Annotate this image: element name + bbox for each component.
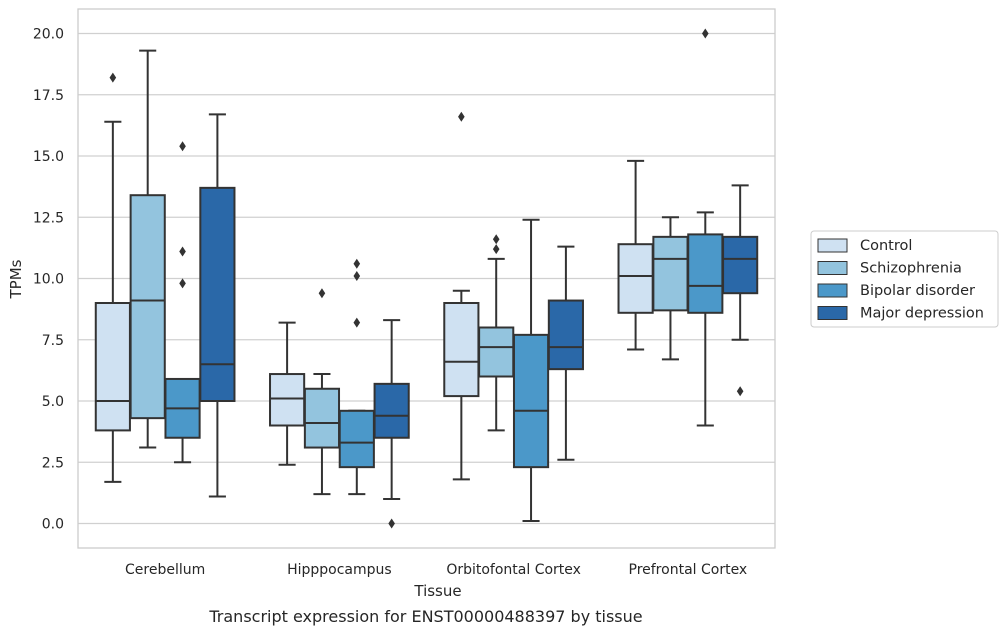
x-tick-label: Cerebellum (125, 562, 205, 578)
outlier-point (458, 111, 465, 122)
box-mark (199, 113, 236, 498)
y-tick-label: 12.5 (33, 210, 64, 226)
series-schizophrenia (129, 49, 689, 496)
box-iqr (512, 333, 550, 469)
box-mark (617, 159, 654, 351)
box-iqr (129, 194, 166, 420)
legend-label: Major depression (860, 306, 984, 322)
outlier-point (492, 244, 500, 255)
legend-item: Bipolar disorder (817, 283, 975, 299)
outlier-point (353, 258, 361, 269)
box-iqr (722, 235, 759, 295)
legend-label: Schizophrenia (860, 261, 962, 277)
outlier-point (353, 271, 361, 282)
outlier-point (702, 28, 709, 39)
legend-swatch (817, 238, 848, 253)
series-control (94, 72, 654, 483)
y-tick-label: 5.0 (42, 394, 64, 410)
y-axis-label: TPMs (7, 259, 25, 299)
outlier-point (179, 278, 186, 289)
x-tick-label: Hipppocampus (287, 562, 392, 578)
box-iqr (547, 299, 584, 371)
box-iqr (269, 373, 306, 427)
box-iqr (652, 235, 689, 312)
legend-label: Bipolar disorder (860, 283, 975, 299)
outlier-point (353, 317, 361, 328)
x-tick-label: Prefrontal Cortex (629, 562, 748, 578)
box-mark (443, 111, 480, 481)
legend-swatch (817, 283, 848, 298)
y-tick-label: 20.0 (33, 27, 64, 43)
box-iqr (617, 243, 654, 314)
outlier-point (388, 518, 395, 529)
box-mark (129, 49, 166, 449)
y-tick-label: 10.0 (33, 272, 64, 288)
box-mark (94, 72, 131, 483)
legend-label: Control (860, 238, 912, 254)
box-mark (373, 319, 410, 529)
outlier-point (318, 288, 326, 299)
outlier-point (109, 72, 117, 83)
box-iqr (478, 326, 515, 378)
outlier-point (492, 234, 500, 245)
legend-item: Schizophrenia (817, 261, 962, 277)
box-series (94, 28, 759, 529)
box-iqr (199, 186, 236, 402)
legend-frame (810, 230, 999, 328)
box-mark (652, 216, 689, 361)
y-tick-label: 0.0 (42, 517, 64, 533)
legend-item: Major depression (817, 306, 984, 322)
legend-swatch (817, 306, 848, 320)
box-iqr (94, 302, 131, 432)
box-iqr (303, 387, 341, 449)
x-tick-labels: Cerebellum Hipppocampus Orbitofontal Corte… (125, 562, 747, 578)
legend: Control Schizophrenia Bipolar disorder Majo… (810, 230, 999, 328)
legend-item: Control (817, 238, 912, 254)
box-iqr (373, 382, 410, 439)
plot-frame (77, 8, 776, 549)
series-bipolar-disorder (164, 28, 724, 523)
outlier-point (179, 246, 186, 257)
chart-caption: Transcript expression for ENST0000048839… (208, 607, 642, 626)
box-iqr (338, 409, 375, 469)
outlier-point (736, 386, 744, 397)
y-tick-label: 2.5 (42, 455, 64, 471)
legend-swatch (817, 261, 848, 275)
outlier-point (179, 141, 186, 152)
box-mark (338, 258, 375, 496)
box-iqr (443, 302, 480, 398)
y-tick-label: 7.5 (42, 333, 64, 349)
box-mark (722, 184, 759, 397)
series-major-depression (199, 113, 759, 529)
box-iqr (687, 233, 724, 314)
y-tick-labels: 0.0 2.5 5.0 7.5 10.0 12.5 15.0 17.5 20.0 (33, 27, 64, 533)
box-mark (164, 141, 201, 464)
y-tick-label: 17.5 (33, 88, 64, 104)
box-mark (512, 218, 550, 523)
box-mark (547, 245, 584, 461)
y-tick-label: 15.0 (33, 149, 64, 165)
box-mark (687, 28, 724, 427)
x-tick-label: Orbitofontal Cortex (446, 562, 581, 578)
x-axis-label: Tissue (413, 582, 461, 600)
